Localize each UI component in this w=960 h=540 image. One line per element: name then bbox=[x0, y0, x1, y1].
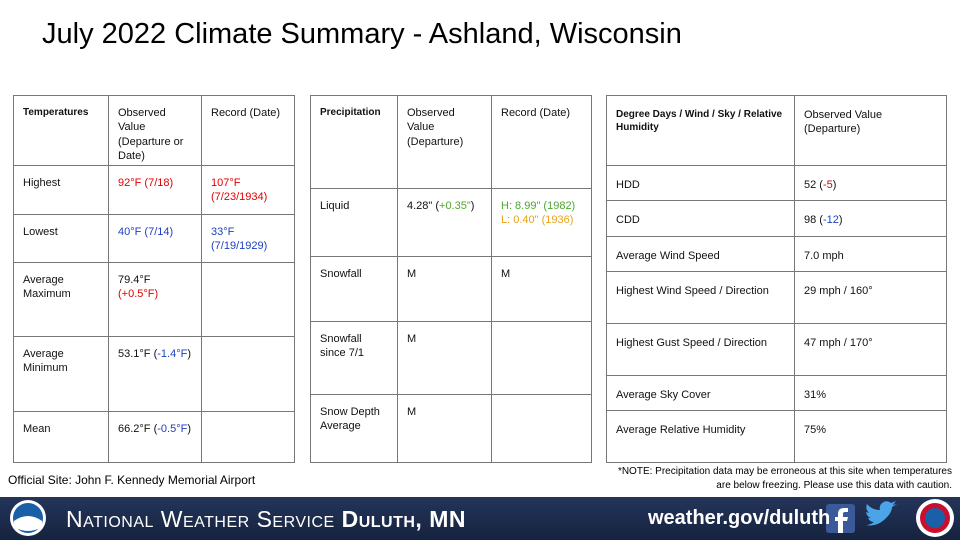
cell bbox=[201, 262, 295, 337]
header-cell: Observed Value (Departure or Date) bbox=[108, 95, 202, 166]
cell-text: 52 ( bbox=[804, 179, 823, 191]
cell: Lowest bbox=[13, 214, 109, 263]
cell bbox=[491, 394, 592, 463]
cell-text: +0.35" bbox=[439, 200, 471, 212]
cell-text: 92°F (7/18) bbox=[118, 177, 174, 189]
header-cell: Record (Date) bbox=[491, 95, 592, 189]
cell: 98 (-12) bbox=[794, 200, 947, 237]
cell-text: ) bbox=[187, 348, 191, 360]
cell bbox=[201, 411, 295, 463]
cell: Highest bbox=[13, 165, 109, 215]
cell bbox=[201, 336, 295, 412]
header-cell: Observed Value (Departure) bbox=[794, 95, 947, 166]
cell: Average Sky Cover bbox=[606, 375, 795, 411]
cell: 52 (-5) bbox=[794, 165, 947, 201]
footer-bar: National Weather Service Duluth, MN weat… bbox=[0, 497, 960, 540]
header-cell: Observed Value (Departure) bbox=[397, 95, 492, 189]
cell-text: 98 ( bbox=[804, 214, 823, 226]
cell: H: 8.99" (1982) L: 0.40" (1936) bbox=[491, 188, 592, 257]
cell: Average Minimum bbox=[13, 336, 109, 412]
cell: 66.2°F (-0.5°F) bbox=[108, 411, 202, 463]
cell: 40°F (7/14) bbox=[108, 214, 202, 263]
cell-text: ) bbox=[832, 179, 837, 191]
twitter-icon[interactable] bbox=[866, 501, 897, 526]
footer-url[interactable]: weather.gov/duluth bbox=[648, 507, 831, 529]
cell: M bbox=[397, 321, 492, 395]
cell: 92°F (7/18) bbox=[108, 165, 202, 215]
cell-text: 53.1°F ( bbox=[118, 348, 158, 360]
cell-text: 107°F (7/23/1934) bbox=[211, 177, 268, 204]
header-cell: Precipitation bbox=[310, 95, 398, 189]
cell bbox=[491, 321, 592, 395]
cell: 29 mph / 160° bbox=[794, 271, 947, 324]
cell-text: L: 0.40" (1936) bbox=[501, 214, 574, 227]
cell: Snowfall since 7/1 bbox=[310, 321, 398, 395]
cell-text: (+0.5°F) bbox=[118, 288, 159, 301]
header-cell: Temperatures bbox=[13, 95, 109, 166]
cell: 47 mph / 170° bbox=[794, 323, 947, 376]
cell: 107°F (7/23/1934) bbox=[201, 165, 295, 215]
cell: Mean bbox=[13, 411, 109, 463]
cell-text: H: 8.99" (1982) bbox=[501, 200, 576, 212]
cell-text: ) bbox=[187, 423, 191, 435]
cell-text: ) bbox=[470, 200, 475, 212]
cell-text: -5 bbox=[822, 179, 833, 191]
cell: 31% bbox=[794, 375, 947, 411]
title: July 2022 Climate Summary - Ashland, Wis… bbox=[42, 18, 682, 50]
site-note: Official Site: John F. Kennedy Memorial … bbox=[8, 473, 256, 487]
cell: Snowfall bbox=[310, 256, 398, 322]
cell: 79.4°F (+0.5°F) bbox=[108, 262, 202, 337]
cell-text: 79.4°F bbox=[118, 274, 151, 286]
header-cell: Degree Days / Wind / Sky / Relative Humi… bbox=[606, 95, 795, 166]
cell: Average Maximum bbox=[13, 262, 109, 337]
cell: Average Relative Humidity bbox=[606, 410, 795, 463]
precip-note: *NOTE: Precipitation data may be erroneo… bbox=[617, 466, 952, 491]
cell: 53.1°F (-1.4°F) bbox=[108, 336, 202, 412]
cell: 7.0 mph bbox=[794, 236, 947, 272]
noaa-bird bbox=[14, 516, 42, 531]
cell: Highest Gust Speed / Direction bbox=[606, 323, 795, 376]
cell-text: -0.5°F bbox=[157, 423, 188, 435]
cell-text: 33°F (7/19/1929) bbox=[211, 226, 268, 253]
cell: 33°F (7/19/1929) bbox=[201, 214, 295, 263]
cell: M bbox=[397, 256, 492, 322]
cell-text: -1.4°F bbox=[157, 348, 188, 360]
nws-logo-inner bbox=[925, 508, 945, 528]
cell: Average Wind Speed bbox=[606, 236, 795, 272]
cell: CDD bbox=[606, 200, 795, 237]
cell-text: 66.2°F ( bbox=[118, 423, 158, 435]
cell: 75% bbox=[794, 410, 947, 463]
cell-text: ) bbox=[838, 214, 843, 226]
agency: National Weather Service bbox=[66, 506, 335, 532]
cell: M bbox=[491, 256, 592, 322]
cell: 4.28" (+0.35") bbox=[397, 188, 492, 257]
cell: HDD bbox=[606, 165, 795, 201]
office: Duluth, MN bbox=[341, 506, 466, 532]
cell: Liquid bbox=[310, 188, 398, 257]
facebook-f bbox=[835, 508, 848, 533]
footer-icons bbox=[10, 499, 954, 537]
cell-text: 40°F (7/14) bbox=[118, 226, 174, 238]
footer-agency: National Weather Service Duluth, MN bbox=[66, 506, 466, 533]
cell: Highest Wind Speed / Direction bbox=[606, 271, 795, 324]
cell-text: -12 bbox=[822, 214, 839, 226]
header-cell: Record (Date) bbox=[201, 95, 295, 166]
cell: Snow Depth Average bbox=[310, 394, 398, 463]
cell-text: 4.28" ( bbox=[407, 200, 440, 212]
cell: M bbox=[397, 394, 492, 463]
